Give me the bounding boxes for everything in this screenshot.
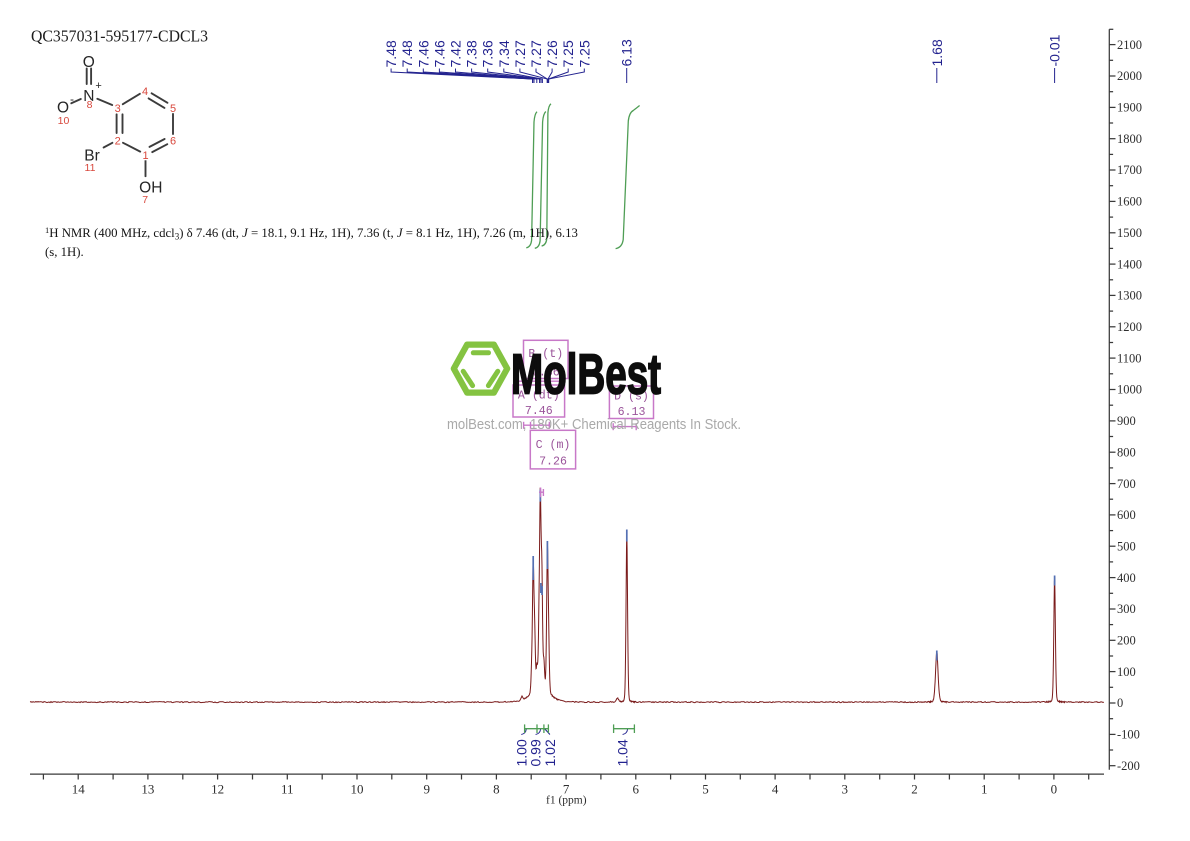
svg-text:200: 200 — [1117, 634, 1136, 648]
svg-text:1000: 1000 — [1117, 383, 1142, 397]
svg-text:-200: -200 — [1117, 759, 1140, 773]
svg-text:7.48: 7.48 — [399, 40, 415, 67]
svg-text:7.26: 7.26 — [544, 40, 560, 67]
svg-text:7.27: 7.27 — [512, 40, 528, 67]
svg-text:-100: -100 — [1117, 728, 1140, 742]
svg-text:5: 5 — [170, 103, 176, 115]
svg-text:600: 600 — [1117, 508, 1136, 522]
svg-text:400: 400 — [1117, 571, 1136, 585]
svg-text:7: 7 — [563, 782, 570, 797]
svg-text:D (s): D (s) — [614, 390, 649, 403]
svg-text:N: N — [83, 88, 94, 105]
svg-text:1800: 1800 — [1117, 132, 1142, 146]
svg-text:7.46: 7.46 — [525, 405, 553, 418]
svg-text:2100: 2100 — [1117, 38, 1142, 52]
svg-text:7.42: 7.42 — [448, 40, 464, 67]
svg-text:O: O — [83, 54, 95, 71]
svg-text:+: + — [95, 80, 101, 92]
svg-text:1400: 1400 — [1117, 257, 1142, 271]
svg-text:7.25: 7.25 — [560, 40, 576, 67]
svg-text:f1 (ppm): f1 (ppm) — [546, 795, 587, 807]
svg-text:1.00: 1.00 — [513, 739, 529, 766]
svg-text:13: 13 — [141, 782, 154, 797]
svg-text:11: 11 — [85, 162, 96, 174]
svg-text:1100: 1100 — [1117, 351, 1142, 365]
svg-text:8: 8 — [493, 782, 500, 797]
svg-text:3: 3 — [842, 782, 849, 797]
svg-text:molBest.com, 180K+ Chemical Re: molBest.com, 180K+ Chemical Reagents In … — [447, 416, 741, 433]
svg-text:1700: 1700 — [1117, 163, 1142, 177]
svg-text:900: 900 — [1117, 414, 1136, 428]
svg-text:800: 800 — [1117, 445, 1136, 459]
svg-text:10: 10 — [58, 115, 70, 127]
svg-text:6: 6 — [170, 136, 176, 148]
svg-text:4: 4 — [772, 782, 779, 797]
svg-text:2000: 2000 — [1117, 69, 1142, 83]
svg-text:7.36: 7.36 — [532, 367, 560, 380]
svg-text:300: 300 — [1117, 602, 1136, 616]
svg-text:O: O — [57, 99, 69, 116]
svg-text:B (t): B (t) — [528, 348, 563, 361]
svg-text:12: 12 — [211, 782, 224, 797]
svg-text:OH: OH — [139, 179, 162, 196]
svg-text:1.02: 1.02 — [542, 739, 558, 766]
svg-text:6.13: 6.13 — [619, 39, 635, 66]
svg-text:1.68: 1.68 — [929, 39, 945, 66]
svg-text:7.34: 7.34 — [496, 40, 512, 67]
svg-text:7.25: 7.25 — [576, 40, 592, 67]
svg-text:7.46: 7.46 — [415, 40, 431, 67]
svg-text:6: 6 — [633, 782, 640, 797]
svg-text:0: 0 — [1117, 696, 1123, 710]
svg-text:3: 3 — [115, 103, 121, 115]
svg-text:1500: 1500 — [1117, 226, 1142, 240]
svg-text:14: 14 — [72, 782, 86, 797]
svg-text:4: 4 — [142, 86, 148, 98]
svg-text:1900: 1900 — [1117, 101, 1142, 115]
svg-text:MolBest: MolBest — [511, 343, 661, 407]
svg-text:500: 500 — [1117, 540, 1136, 554]
svg-text:(s, 1H).: (s, 1H). — [45, 245, 84, 259]
svg-text:Br: Br — [84, 148, 100, 165]
svg-text:7.27: 7.27 — [528, 40, 544, 67]
svg-text:QC357031-595177-CDCL3: QC357031-595177-CDCL3 — [31, 27, 208, 46]
svg-text:1: 1 — [981, 782, 988, 797]
svg-text:1: 1 — [142, 150, 148, 162]
svg-text:-0.01: -0.01 — [1047, 34, 1063, 66]
svg-text:0: 0 — [1051, 782, 1058, 797]
svg-text:7.36: 7.36 — [480, 40, 496, 67]
svg-text:700: 700 — [1117, 477, 1136, 491]
svg-text:8: 8 — [87, 99, 93, 111]
svg-text:1.04: 1.04 — [615, 739, 631, 766]
svg-text:0.99: 0.99 — [528, 739, 544, 766]
svg-text:5: 5 — [702, 782, 709, 797]
svg-text:C (m): C (m) — [536, 439, 571, 452]
svg-text:2: 2 — [911, 782, 918, 797]
svg-text:1H NMR (400 MHz, cdcl3) δ 7.46: 1H NMR (400 MHz, cdcl3) δ 7.46 (dt, J = … — [45, 225, 578, 242]
svg-text:-: - — [70, 92, 74, 106]
svg-text:7.48: 7.48 — [383, 40, 399, 67]
svg-text:100: 100 — [1117, 665, 1136, 679]
svg-text:7.46: 7.46 — [431, 40, 447, 67]
svg-text:7.26: 7.26 — [539, 456, 567, 469]
svg-text:6.13: 6.13 — [618, 406, 646, 419]
svg-text:1200: 1200 — [1117, 320, 1142, 334]
svg-text:1300: 1300 — [1117, 289, 1142, 303]
svg-text:10: 10 — [351, 782, 364, 797]
svg-text:9: 9 — [423, 782, 430, 797]
svg-text:A (dt): A (dt) — [518, 389, 560, 402]
svg-text:2: 2 — [115, 136, 121, 148]
svg-text:1600: 1600 — [1117, 195, 1142, 209]
svg-text:11: 11 — [281, 782, 294, 797]
svg-text:7: 7 — [142, 194, 148, 206]
svg-text:7.38: 7.38 — [464, 40, 480, 67]
